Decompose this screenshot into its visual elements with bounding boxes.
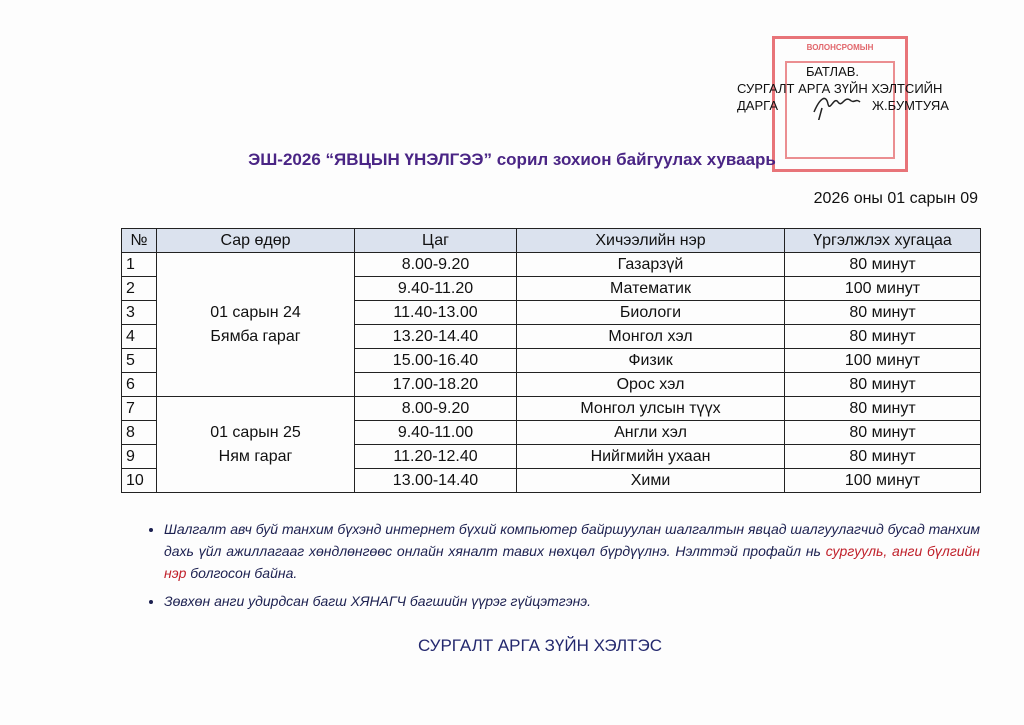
duration-cell: 80 минут — [784, 300, 981, 325]
approval-line2: СУРГАЛТ АРГА ЗҮЙН ХЭЛТСИЙН — [737, 81, 943, 96]
table-row: 1 01 сарын 24 Бямба гараг 8.00-9.20 Газарзүй… — [121, 252, 981, 397]
row-number: 3 — [121, 300, 157, 325]
day-date: 01 сарын 24 — [210, 303, 301, 321]
header-date: Сар өдөр — [156, 228, 355, 253]
row-number: 1 — [121, 252, 157, 277]
subject-cell: Хими — [516, 468, 785, 493]
row-number: 9 — [121, 444, 157, 469]
duration-cell: 80 минут — [784, 252, 981, 277]
official-stamp: ВОЛОНСРОМЫН — [772, 36, 908, 172]
document-date: 2026 оны 01 сарын 09 — [813, 190, 978, 207]
subject-cell: Нийгмийн ухаан — [516, 444, 785, 469]
approval-line1: БАТЛАВ. — [806, 64, 860, 79]
day-cell: 01 сарын 24 Бямба гараг — [156, 252, 355, 397]
day-weekday: Бямба гараг — [210, 327, 301, 345]
header-duration: Үргэлжлэх хугацаа — [784, 228, 981, 253]
header-no: № — [121, 228, 157, 253]
table-row: 4 13.20-14.40 Монгол хэл 80 минут — [121, 324, 981, 349]
time-cell: 11.20-12.40 — [354, 444, 517, 469]
subject-cell: Орос хэл — [516, 372, 785, 397]
approval-line3-left: ДАРГА — [737, 98, 778, 113]
table-row: 10 13.00-14.40 Хими 100 минут — [121, 468, 981, 493]
duration-cell: 100 минут — [784, 276, 981, 301]
time-cell: 15.00-16.40 — [354, 348, 517, 373]
row-number: 4 — [121, 324, 157, 349]
note-text: болгосон байна. — [186, 565, 298, 581]
footer-department: СУРГАЛТ АРГА ЗҮЙН ХЭЛТЭС — [417, 636, 663, 655]
table-header-row: № Сар өдөр Цаг Хичээлийн нэр Үргэлжлэх х… — [121, 228, 981, 253]
table-row: 6 17.00-18.20 Орос хэл 80 минут — [121, 372, 981, 397]
table-row: 2 9.40-11.20 Математик 100 минут — [121, 276, 981, 301]
duration-cell: 80 минут — [784, 372, 981, 397]
time-cell: 13.00-14.40 — [354, 468, 517, 493]
duration-cell: 80 минут — [784, 396, 981, 421]
day-cell: 01 сарын 25 Ням гараг — [156, 396, 355, 493]
time-cell: 9.40-11.00 — [354, 420, 517, 445]
header-subject: Хичээлийн нэр — [516, 228, 785, 253]
time-cell: 11.40-13.00 — [354, 300, 517, 325]
signature — [813, 97, 861, 120]
duration-cell: 80 минут — [784, 420, 981, 445]
row-number: 5 — [121, 348, 157, 373]
row-number: 8 — [121, 420, 157, 445]
row-number: 6 — [121, 372, 157, 397]
day-date: 01 сарын 25 — [210, 423, 301, 441]
note-highlight: сургууль, анги бүлгийн нэр — [164, 543, 980, 581]
time-cell: 9.40-11.20 — [354, 276, 517, 301]
day-weekday: Ням гараг — [218, 447, 293, 465]
table-row: 9 11.20-12.40 Нийгмийн ухаан 80 минут — [121, 444, 981, 469]
approval-line3-right: Ж.БУМТУЯА — [872, 98, 949, 113]
schedule-table: № Сар өдөр Цаг Хичээлийн нэр Үргэлжлэх х… — [121, 228, 981, 493]
subject-cell: Монгол хэл — [516, 324, 785, 349]
subject-cell: Газарзүй — [516, 252, 785, 277]
time-cell: 8.00-9.20 — [354, 396, 517, 421]
time-cell: 13.20-14.40 — [354, 324, 517, 349]
note-item: Шалгалт авч буй танхим бүхэнд интернет б… — [164, 518, 980, 584]
duration-cell: 100 минут — [784, 348, 981, 373]
subject-cell: Англи хэл — [516, 420, 785, 445]
duration-cell: 80 минут — [784, 444, 981, 469]
note-item: Зөвхөн анги удирдсан багш ХЯНАГЧ багшийн… — [164, 590, 980, 612]
duration-cell: 100 минут — [784, 468, 981, 493]
subject-cell: Математик — [516, 276, 785, 301]
subject-cell: Монгол улсын түүх — [516, 396, 785, 421]
notes: Шалгалт авч буй танхим бүхэнд интернет б… — [150, 518, 980, 618]
duration-cell: 80 минут — [784, 324, 981, 349]
table-row: 7 01 сарын 25 Ням гараг 8.00-9.20 Монгол улс… — [121, 396, 981, 493]
time-cell: 8.00-9.20 — [354, 252, 517, 277]
header-time: Цаг — [354, 228, 517, 253]
time-cell: 17.00-18.20 — [354, 372, 517, 397]
subject-cell: Биологи — [516, 300, 785, 325]
document-title: ЭШ-2026 “ЯВЦЫН ҮНЭЛГЭЭ” сорил зохион бай… — [248, 150, 776, 169]
stamp-text: ВОЛОНСРОМЫН — [806, 43, 874, 52]
note-text: Шалгалт авч буй танхим бүхэнд интернет б… — [164, 521, 980, 559]
row-number: 7 — [121, 396, 157, 421]
subject-cell: Физик — [516, 348, 785, 373]
row-number: 2 — [121, 276, 157, 301]
row-number: 10 — [121, 468, 157, 493]
